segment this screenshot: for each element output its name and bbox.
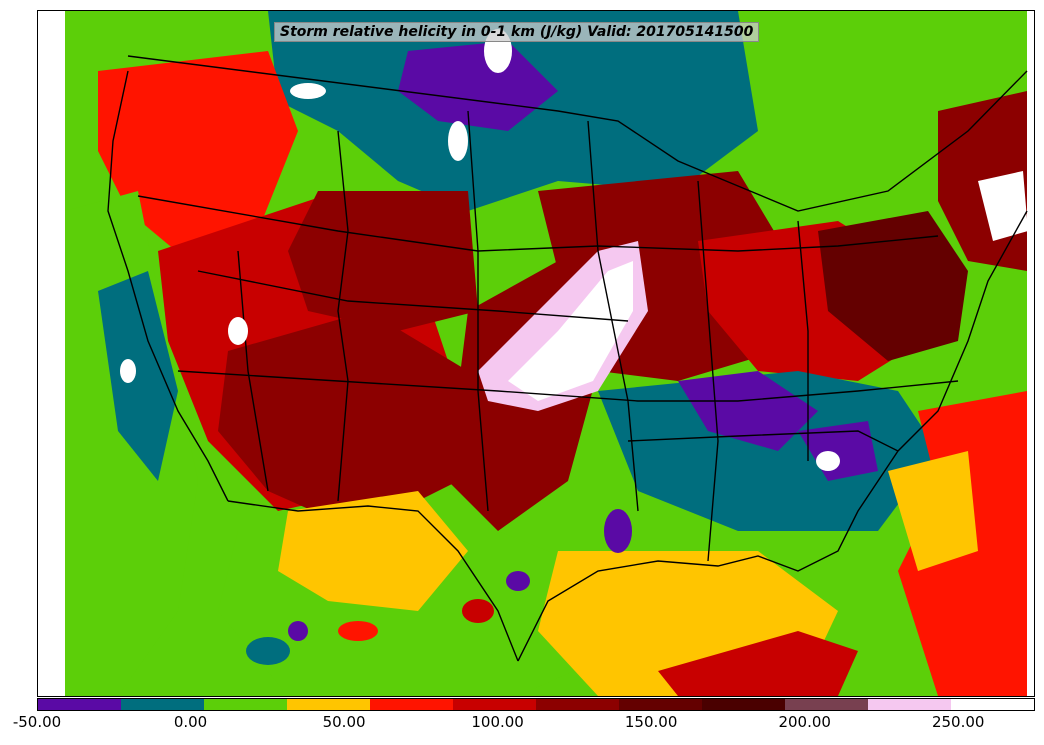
mexico-border	[227, 500, 519, 662]
colorbar-segment	[536, 699, 619, 710]
colorbar-tick-label: 150.00	[624, 713, 678, 731]
region-four-corners	[218, 311, 468, 531]
colorbar-ticks: -50.00 0.00 50.00 100.00 150.00 200.00 250.00	[0, 713, 1044, 743]
state-line-3	[177, 370, 959, 402]
region-gulf-band	[658, 631, 858, 696]
colorbar-tick-label: 0.00	[173, 713, 208, 731]
blob-red-1	[338, 621, 378, 641]
blob-white-4	[290, 83, 326, 99]
colorbar-segment	[204, 699, 287, 710]
blob-white-6	[448, 121, 468, 161]
blob-teal-1	[246, 637, 290, 665]
blob-white-1	[228, 317, 248, 345]
blob-purple-1	[604, 509, 632, 553]
state-line-10	[627, 430, 899, 452]
colorbar-segment	[785, 699, 868, 710]
colorbar-segment	[619, 699, 702, 710]
state-line-5	[467, 110, 489, 512]
blob-white-2	[120, 359, 136, 383]
region-southeast	[598, 371, 938, 531]
state-line-2	[197, 270, 629, 322]
colorbar-tick-label: -50.00	[12, 713, 62, 731]
region-atlantic-orange	[888, 451, 978, 571]
gulf-coast	[517, 210, 1028, 662]
colorbar-tick-label: 250.00	[931, 713, 985, 731]
region-mid-atlantic	[818, 211, 968, 361]
colorbar	[37, 698, 1035, 711]
colorbar-segment	[453, 699, 536, 710]
colorbar-tick-label: 200.00	[778, 713, 831, 731]
west-coast	[107, 70, 229, 502]
region-northeast-max	[978, 171, 1028, 241]
blob-white-3	[816, 451, 840, 471]
colorbar-segment	[121, 699, 204, 710]
canada-border	[127, 55, 1028, 212]
colorbar-segment	[370, 699, 453, 710]
region-central-plains-core	[508, 261, 633, 401]
region-northwest	[98, 51, 298, 261]
state-line-9	[237, 250, 269, 492]
region-southeast-low	[678, 371, 818, 451]
boundaries	[107, 55, 1028, 662]
helicity-map	[65, 11, 1028, 696]
state-line-7	[697, 180, 719, 562]
colorbar-segment	[951, 699, 1034, 710]
map-title: Storm relative helicity in 0-1 km (J/kg)…	[274, 22, 760, 42]
colorbar-segment	[38, 699, 121, 710]
contour-field	[65, 11, 1028, 696]
state-line-4	[337, 130, 349, 502]
state-line-6	[587, 120, 639, 512]
blob-purple-3	[288, 621, 308, 641]
detail-blobs	[120, 29, 840, 665]
region-carolinas-low	[798, 421, 878, 481]
blob-red-2	[462, 599, 494, 623]
region-pacific-teal	[98, 271, 178, 481]
state-line-8	[797, 220, 809, 461]
colorbar-tick-label: 50.00	[322, 713, 366, 731]
colorbar-segment	[702, 699, 785, 710]
region-texas-west	[278, 491, 468, 611]
region-colorado-high	[288, 191, 478, 331]
colorbar-tick-label: 100.00	[471, 713, 524, 731]
map-panel: Storm relative helicity in 0-1 km (J/kg)…	[37, 10, 1035, 697]
blob-purple-2	[506, 571, 530, 591]
region-dakotas-low	[398, 41, 558, 131]
colorbar-segment	[287, 699, 370, 710]
colorbar-segment	[868, 699, 951, 710]
